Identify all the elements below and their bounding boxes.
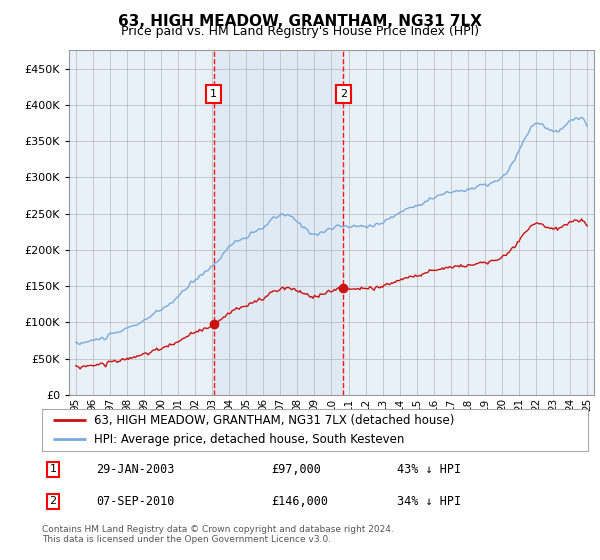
Text: £146,000: £146,000: [271, 495, 328, 508]
Bar: [214, 50, 343, 395]
Text: 63, HIGH MEADOW, GRANTHAM, NG31 7LX (detached house): 63, HIGH MEADOW, GRANTHAM, NG31 7LX (det…: [94, 414, 454, 427]
Text: 63, HIGH MEADOW, GRANTHAM, NG31 7LX: 63, HIGH MEADOW, GRANTHAM, NG31 7LX: [118, 14, 482, 29]
Text: 43% ↓ HPI: 43% ↓ HPI: [397, 463, 461, 476]
Text: 29-JAN-2003: 29-JAN-2003: [97, 463, 175, 476]
Text: 34% ↓ HPI: 34% ↓ HPI: [397, 495, 461, 508]
Text: 07-SEP-2010: 07-SEP-2010: [97, 495, 175, 508]
Text: 1: 1: [49, 464, 56, 474]
Text: Price paid vs. HM Land Registry's House Price Index (HPI): Price paid vs. HM Land Registry's House …: [121, 25, 479, 38]
Text: 2: 2: [49, 497, 56, 506]
Text: This data is licensed under the Open Government Licence v3.0.: This data is licensed under the Open Gov…: [42, 535, 331, 544]
Text: 2: 2: [340, 89, 347, 99]
Text: 1: 1: [210, 89, 217, 99]
Text: Contains HM Land Registry data © Crown copyright and database right 2024.: Contains HM Land Registry data © Crown c…: [42, 525, 394, 534]
Text: HPI: Average price, detached house, South Kesteven: HPI: Average price, detached house, Sout…: [94, 433, 404, 446]
Text: £97,000: £97,000: [271, 463, 321, 476]
